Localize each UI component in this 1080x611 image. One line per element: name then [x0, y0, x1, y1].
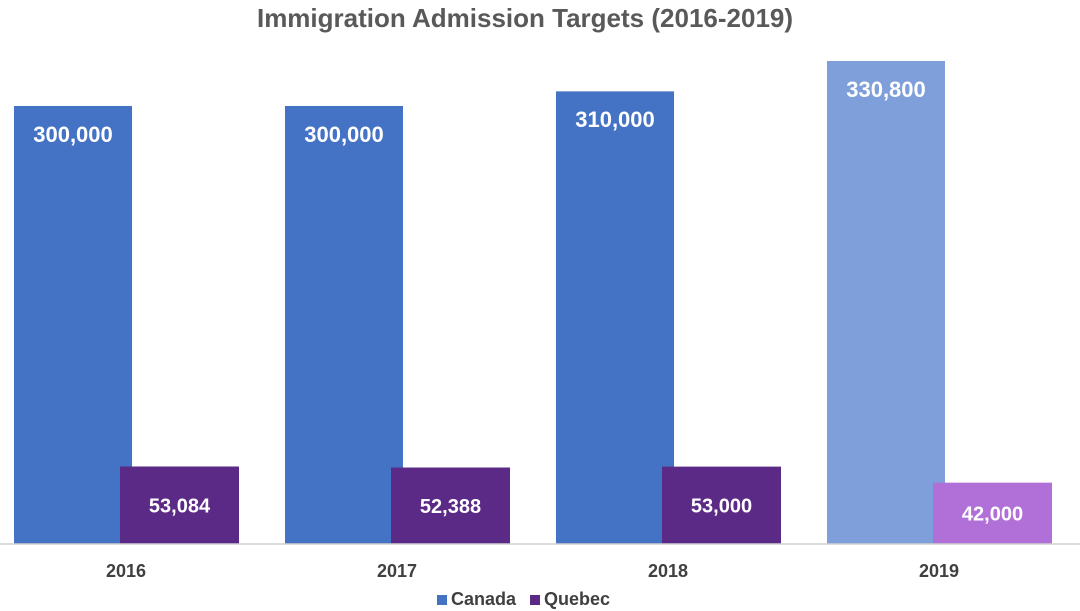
- legend-label: Canada: [451, 589, 517, 609]
- bar: [827, 61, 945, 544]
- bar: [391, 467, 510, 544]
- bar: [120, 466, 239, 544]
- value-label: 42,000: [962, 504, 1023, 526]
- bar: [556, 91, 674, 545]
- value-label: 52,388: [420, 496, 481, 518]
- value-label: 53,000: [691, 496, 752, 518]
- bar: [285, 105, 403, 544]
- legend-swatch: [530, 595, 541, 605]
- bar: [933, 482, 1052, 544]
- value-label: 310,000: [575, 107, 655, 132]
- value-label: 300,000: [304, 122, 384, 147]
- value-label: 300,000: [33, 122, 113, 147]
- x-tick-label: 2018: [648, 561, 688, 581]
- value-label: 53,084: [149, 496, 211, 518]
- x-tick-label: 2017: [377, 561, 417, 581]
- bar: [14, 105, 132, 544]
- chart-title: Immigration Admission Targets (2016-2019…: [257, 3, 793, 33]
- x-tick-label: 2019: [919, 561, 959, 581]
- legend-swatch: [437, 595, 447, 605]
- x-tick-label: 2016: [106, 561, 146, 581]
- bar: [662, 466, 781, 544]
- value-label: 330,800: [846, 77, 926, 102]
- legend-label: Quebec: [544, 589, 610, 609]
